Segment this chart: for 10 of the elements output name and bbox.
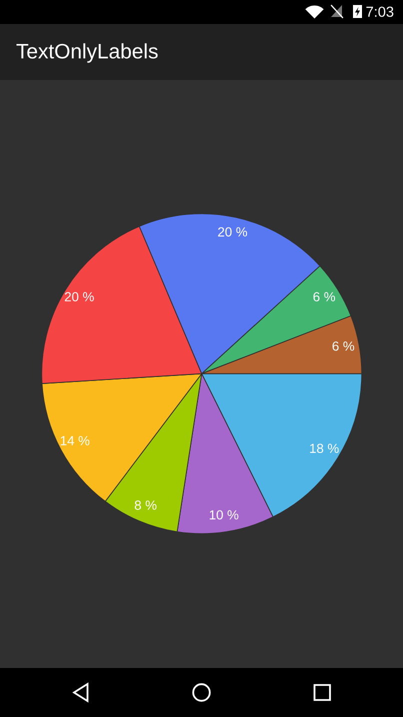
data-label: 10 %: [210, 510, 238, 520]
data-label: 20 %: [218, 227, 248, 237]
data-label: 8 %: [134, 500, 156, 510]
chart-title: TextOnlyLabels: [16, 43, 158, 63]
data-label: 14 %: [60, 436, 90, 446]
data-label: 20 %: [64, 292, 94, 302]
data-label: 6 %: [313, 292, 336, 302]
data-label: 18 %: [310, 444, 339, 454]
data-label: 6 %: [332, 341, 354, 351]
text: 7:03: [366, 6, 394, 17]
